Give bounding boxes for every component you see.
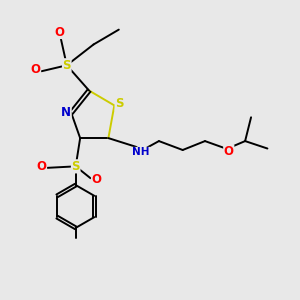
Text: O: O	[92, 173, 101, 186]
Text: S: S	[115, 98, 124, 110]
Text: NH: NH	[132, 147, 150, 158]
Text: O: O	[37, 160, 46, 173]
Text: S: S	[71, 160, 80, 173]
Text: N: N	[61, 106, 71, 119]
Text: S: S	[62, 59, 71, 72]
Text: O: O	[31, 63, 40, 76]
Text: O: O	[224, 145, 234, 158]
Text: O: O	[54, 26, 64, 38]
